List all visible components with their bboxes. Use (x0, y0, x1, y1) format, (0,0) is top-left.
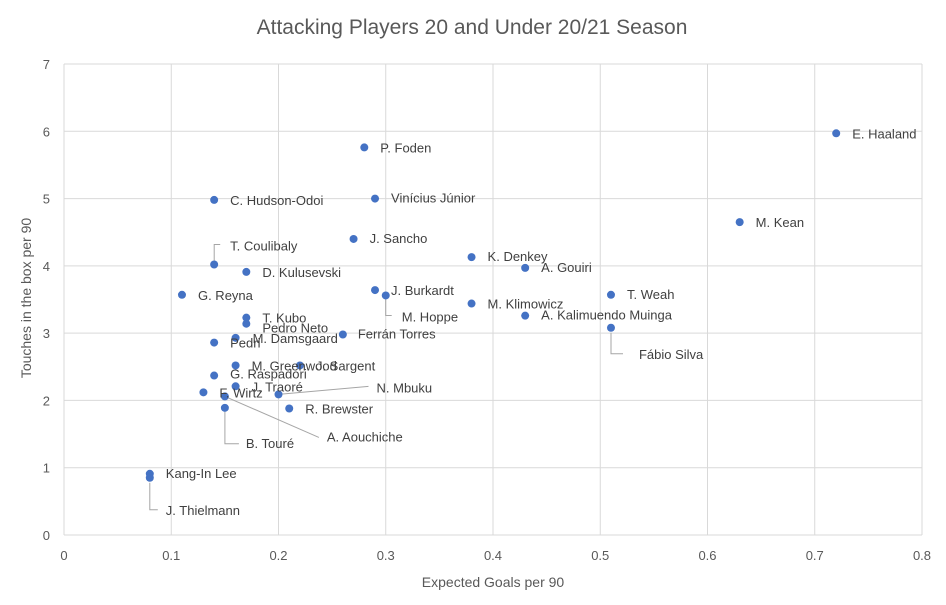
point-labels: E. Haaland M. Kean P. Foden Vinícius Júnior… (166, 126, 917, 518)
label-fabio-silva: Fábio Silva (639, 347, 704, 362)
label-t-coulibaly: T. Coulibaly (230, 239, 298, 254)
point-d-kulusevski (242, 267, 251, 276)
leader-line-m-hoppe (385, 299, 392, 316)
label-j-burkardt: J. Burkardt (391, 283, 454, 298)
point-m-greenwood (231, 361, 240, 370)
x-tick-label: 0.7 (806, 548, 824, 563)
point-t-kubo (242, 313, 251, 322)
point-n-mbuku (274, 390, 283, 399)
label-r-brewster: R. Brewster (305, 402, 374, 417)
point-b-toure (220, 403, 229, 412)
label-a-gouiri: A. Gouiri (541, 260, 592, 275)
point-vinicius-junior (371, 194, 380, 203)
label-p-foden: P. Foden (380, 140, 431, 155)
label-j-thielmann: J. Thielmann (166, 503, 240, 518)
label-ferran-torres: Ferrán Torres (358, 326, 436, 341)
label-f-wirtz: F. Wirtz (219, 385, 262, 400)
point-t-weah (606, 290, 615, 299)
label-c-hudson-odoi: C. Hudson-Odoi (230, 193, 323, 208)
label-kang-in-lee: Kang-In Lee (166, 466, 237, 481)
point-k-denkey (467, 253, 476, 262)
x-tick-label: 0.5 (591, 548, 609, 563)
point-ferran-torres (338, 330, 347, 339)
label-j-sancho: J. Sancho (370, 231, 428, 246)
point-f-wirtz (199, 388, 208, 397)
leader-line-j-thielmann (149, 482, 158, 511)
x-tick-label: 0.1 (162, 548, 180, 563)
point-m-hoppe (381, 291, 390, 300)
point-a-kalimuendo-muinga (521, 311, 530, 320)
point-r-brewster (285, 404, 294, 413)
point-m-kean (735, 218, 744, 227)
label-m-hoppe: M. Hoppe (402, 309, 458, 324)
x-tick-label: 0.6 (698, 548, 716, 563)
x-tick-label: 0.2 (269, 548, 287, 563)
x-tick-label: 0.4 (484, 548, 502, 563)
label-t-kubo: T. Kubo (262, 311, 306, 326)
point-e-haaland (832, 129, 841, 138)
chart-title: Attacking Players 20 and Under 20/21 Sea… (257, 16, 688, 39)
x-tick-label: 0.8 (913, 548, 931, 563)
point-pedri (210, 338, 219, 347)
point-a-aouchiche (220, 392, 229, 401)
label-a-kalimuendo-muinga: A. Kalimuendo Muinga (541, 308, 673, 323)
y-tick-label: 0 (43, 528, 50, 543)
label-g-reyna: G. Reyna (198, 288, 254, 303)
y-tick-label: 3 (43, 326, 50, 341)
point-c-hudson-odoi (210, 195, 219, 204)
label-d-kulusevski: D. Kulusevski (262, 265, 341, 280)
point-p-foden (360, 143, 369, 152)
leader-lines (149, 244, 623, 511)
point-pedro-neto (242, 319, 251, 328)
label-vinicius-junior: Vinícius Júnior (391, 191, 476, 206)
label-g-raspadori: G. Raspadori (230, 367, 307, 382)
label-m-damsgaard: M. Damsgaard (253, 331, 338, 346)
label-j-traore: J. Traoré (252, 379, 303, 394)
y-tick-label: 4 (43, 259, 50, 274)
leader-line-b-toure (224, 411, 239, 445)
label-a-aouchiche: A. Aouchiche (327, 429, 403, 444)
point-j-thielmann (145, 473, 154, 482)
label-t-weah: T. Weah (627, 287, 674, 302)
label-j-sargent: J. Sargent (316, 358, 376, 373)
label-pedro-neto: Pedro Neto (262, 321, 328, 336)
label-m-kean: M. Kean (756, 215, 804, 230)
point-a-gouiri (521, 263, 530, 272)
point-j-traore (231, 382, 240, 391)
label-k-denkey: K. Denkey (488, 249, 548, 264)
x-axis-title: Expected Goals per 90 (422, 574, 565, 590)
label-b-toure: B. Touré (246, 436, 294, 451)
point-m-damsgaard (231, 333, 240, 342)
leader-line-t-coulibaly (213, 244, 221, 261)
y-tick-label: 6 (43, 124, 50, 139)
leader-line-n-mbuku (278, 385, 369, 395)
point-g-raspadori (210, 371, 219, 380)
leader-line-a-aouchiche (224, 395, 320, 438)
y-tick-label: 1 (43, 461, 50, 476)
label-e-haaland: E. Haaland (852, 126, 916, 141)
label-m-greenwood: M. Greenwood (252, 358, 337, 373)
label-n-mbuku: N. Mbuku (377, 380, 433, 395)
point-j-sargent (295, 361, 304, 370)
point-j-sancho (349, 234, 358, 243)
point-m-klimowicz (467, 299, 476, 308)
y-tick-label: 5 (43, 192, 50, 207)
y-tick-label: 2 (43, 393, 50, 408)
x-tick-label: 0 (60, 548, 67, 563)
x-tick-label: 0.3 (377, 548, 395, 563)
y-axis-title: Touches in the box per 90 (18, 218, 34, 379)
gridlines (63, 63, 923, 536)
point-j-burkardt (371, 286, 380, 295)
point-fabio-silva (606, 323, 615, 332)
axis-ticks: 0 0.1 0.2 0.3 0.4 0.5 0.6 0.7 0.8 0 1 2 3 4 5 6 7 (43, 57, 931, 563)
point-t-coulibaly (210, 260, 219, 269)
y-tick-label: 7 (43, 57, 50, 72)
leader-line-fabio-silva (610, 332, 623, 355)
data-points (145, 129, 841, 482)
label-m-klimowicz: M. Klimowicz (488, 297, 564, 312)
point-g-reyna (177, 290, 186, 299)
label-pedri: Pedri (230, 336, 260, 351)
